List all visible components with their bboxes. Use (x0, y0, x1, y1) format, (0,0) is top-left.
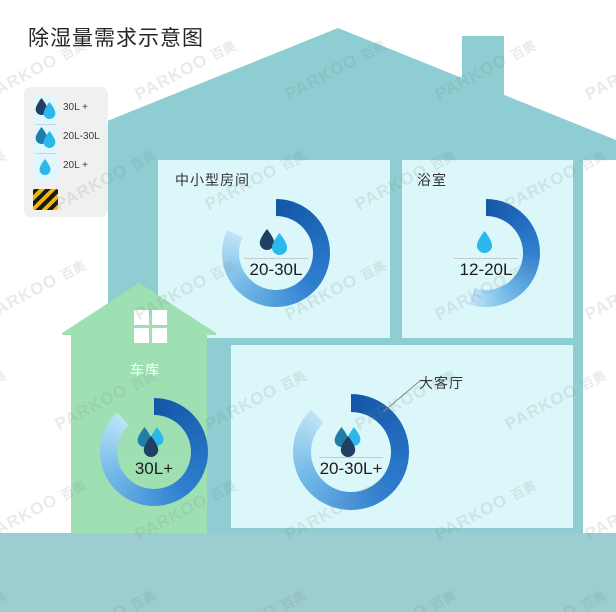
legend-divider (35, 124, 56, 125)
gauge-divider (319, 456, 383, 458)
roof-shape (60, 28, 616, 160)
gauge-value: 12-20L (459, 259, 513, 279)
living-room-leader-line (383, 379, 422, 412)
legend-panel: 30L + 20L-30L 20L + (24, 87, 108, 217)
ground-strip (0, 533, 616, 612)
two-drops-mid-icon (33, 124, 58, 153)
gauge-droplets (463, 227, 509, 257)
gauge-hole (449, 216, 523, 290)
gauge-divider (244, 257, 308, 259)
watermark: PARKOO 百奥 (0, 367, 9, 394)
water-drop-icon (43, 102, 56, 119)
water-drop-icon (476, 230, 493, 253)
gauge-value: 30L+ (134, 458, 174, 478)
legend-item-label: 30L + (63, 102, 88, 113)
room-label-garage: 车库 (130, 362, 160, 378)
two-drops-dark-icon (33, 95, 58, 124)
gauge-value: 20-30L (249, 259, 303, 279)
water-drop-icon (43, 131, 56, 148)
hazard-stripe-icon[interactable] (33, 189, 58, 210)
garage-window-icon (134, 310, 167, 343)
gauge-living-room: 20-30L+ (293, 394, 409, 510)
water-drop-icon (271, 232, 288, 255)
gauge-small-medium-room: 20-30L (222, 199, 330, 307)
gauge-garage: 30L+ (100, 398, 208, 506)
legend-item-label: 20L-30L (63, 131, 100, 142)
legend-item-label: 20L + (63, 160, 88, 171)
water-drop-icon (143, 435, 159, 457)
legend-item-30l[interactable]: 30L + (33, 95, 103, 124)
gauge-droplets (131, 426, 177, 457)
gauge-bathroom: 12-20L (432, 199, 540, 307)
gauge-divider (122, 456, 186, 458)
room-label-small-medium: 中小型房间 (175, 172, 250, 188)
page-title: 除湿量需求示意图 (28, 27, 204, 50)
water-drop-icon (340, 435, 356, 457)
room-label-bathroom: 浴室 (417, 172, 447, 188)
room-label-living: 大客厅 (419, 375, 464, 391)
gauge-divider (454, 257, 518, 259)
garage-roof-shape (62, 283, 216, 335)
water-drop-icon (259, 228, 275, 250)
water-drop-icon (39, 159, 51, 175)
watermark: PARKOO 百奥 (581, 269, 616, 325)
gauge-droplets (328, 426, 374, 457)
legend-item-20l[interactable]: 20L + (33, 153, 103, 182)
gauge-value: 20-30L+ (319, 458, 383, 478)
gauge-droplets (253, 227, 299, 257)
legend-item-20l-30l[interactable]: 20L-30L (33, 124, 103, 153)
legend-divider (35, 153, 56, 154)
one-drop-light-icon (33, 153, 58, 182)
